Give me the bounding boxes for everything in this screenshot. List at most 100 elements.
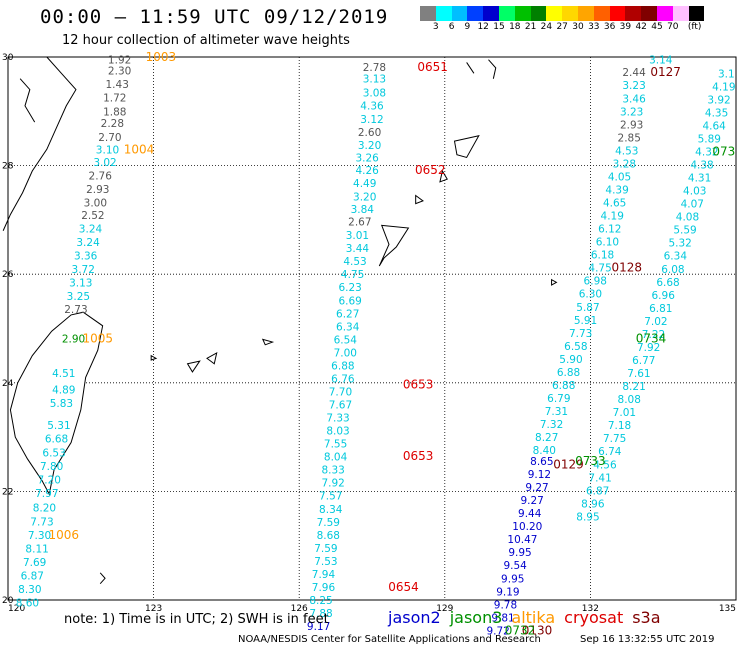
swh-value: 7.59 <box>317 517 340 529</box>
swh-value: 4.39 <box>605 184 628 196</box>
colorbar-swatch <box>546 6 563 21</box>
swh-value: 3.13 <box>69 277 92 289</box>
swh-value: 3.23 <box>620 106 643 118</box>
swh-value: 1.92 <box>108 55 131 67</box>
swh-value: 7.92 <box>321 478 344 490</box>
swh-value: 1.43 <box>106 79 129 91</box>
swh-value: 2.70 <box>98 132 121 144</box>
swh-value: 6.98 <box>584 276 607 288</box>
swh-value: 6.87 <box>21 571 44 583</box>
colorbar-swatch <box>625 6 642 21</box>
swh-value: 6.96 <box>652 290 676 302</box>
swh-value: 3.24 <box>79 224 103 236</box>
swh-value: 7.02 <box>644 316 667 328</box>
swh-value: 8.34 <box>319 504 343 516</box>
colorbar-label: 36 <box>603 22 616 32</box>
lon-tick-label: 135 <box>719 604 736 614</box>
swh-value: 7.31 <box>545 406 568 418</box>
swh-value: 2.67 <box>348 217 371 229</box>
island-coast <box>466 62 475 74</box>
pass-label: 0129 <box>553 457 584 471</box>
swh-value: 6.87 <box>586 485 609 497</box>
swh-value: 9.78 <box>494 599 517 611</box>
swh-value: 9.12 <box>528 469 551 481</box>
lon-tick-label: 132 <box>582 604 599 614</box>
swh-value: 6.77 <box>632 355 655 367</box>
swh-value: 5.59 <box>673 225 696 237</box>
miyako-coast <box>261 338 275 346</box>
colorbar-swatch <box>562 6 578 21</box>
swh-value: 3.46 <box>622 93 646 105</box>
map-grid <box>7 56 737 601</box>
footer-timestamp: Sep 16 13:32:55 UTC 2019 <box>580 634 715 645</box>
swh-value: 5.32 <box>668 238 691 250</box>
lat-tick-label: 28 <box>2 162 14 172</box>
swh-value: 2.73 <box>64 304 87 316</box>
swh-value: 4.49 <box>353 178 376 190</box>
pass-label: 1003 <box>146 50 177 64</box>
colorbar-label: (ft) <box>687 22 702 32</box>
swh-value: 9.95 <box>508 547 531 559</box>
swh-value: 6.88 <box>331 360 354 372</box>
colorbar-swatch <box>435 6 452 21</box>
colorbar-swatch <box>577 6 594 21</box>
swh-value: 8.27 <box>535 432 558 444</box>
swh-value: 6.12 <box>598 224 621 236</box>
swh-value: 7.32 <box>540 419 563 431</box>
swh-value: 8.95 <box>576 511 599 523</box>
swh-value: 3.36 <box>74 251 98 263</box>
colorbar-swatch <box>656 6 673 21</box>
lon-tick-label: 129 <box>436 604 453 614</box>
swh-value: 7.18 <box>608 420 631 432</box>
pass-label: 0652 <box>415 163 446 177</box>
swh-value: 3.44 <box>346 243 370 255</box>
colorbar-label: 9 <box>464 22 471 32</box>
colorbar-swatch <box>609 6 626 21</box>
swh-value: 9.27 <box>520 495 543 507</box>
pass-label: 1004 <box>124 142 155 156</box>
swh-value: 7.88 <box>309 608 332 620</box>
island-coast <box>415 194 424 205</box>
colorbar-swatch <box>483 6 499 21</box>
swh-value: 6.81 <box>649 303 672 315</box>
swh-value: 3.12 <box>360 114 383 126</box>
pass-label: 0127 <box>650 65 681 79</box>
pass-label: 0651 <box>417 60 448 74</box>
pass-label: 0734 <box>636 331 667 345</box>
lat-tick-label: 26 <box>2 270 14 280</box>
swh-value: 3.72 <box>72 264 95 276</box>
yonaguni-coast <box>150 354 158 361</box>
swh-value: 7.75 <box>603 433 626 445</box>
colorbar-swatch <box>688 6 705 21</box>
swh-value: 3.20 <box>353 192 376 204</box>
swh-value: 2.78 <box>363 62 386 74</box>
swh-value: 6.23 <box>338 282 361 294</box>
colorbar-label: 21 <box>524 22 537 32</box>
swh-value: 4.64 <box>702 120 726 132</box>
swh-value: 9.72 <box>486 625 509 637</box>
swh-value: 8.33 <box>321 465 344 477</box>
pass-label: 1006 <box>49 528 80 542</box>
swh-value: 5.89 <box>698 133 721 145</box>
swh-value: 7.97 <box>35 488 58 500</box>
swh-value: 7.70 <box>329 386 352 398</box>
colorbar-swatch <box>467 6 484 21</box>
swh-value: 6.54 <box>334 334 358 346</box>
satellite-legend: jason2 jason3 altika cryosat s3a <box>388 608 670 627</box>
island-coast <box>488 59 497 79</box>
colorbar <box>420 6 705 21</box>
colorbar-label: 24 <box>540 22 553 32</box>
swh-value: 7.96 <box>312 582 336 594</box>
colorbar-label: 42 <box>635 22 647 32</box>
swh-value: 2.44 <box>622 67 646 79</box>
swh-value: 7.01 <box>613 407 636 419</box>
swh-value: 3.00 <box>84 198 107 210</box>
swh-value: 4.05 <box>608 171 631 183</box>
swh-value: 6.30 <box>579 289 602 301</box>
colorbar-swatch <box>641 6 657 21</box>
swh-value: 2.76 <box>89 170 113 182</box>
swh-value: 8.08 <box>618 394 641 406</box>
iriomote-coast <box>186 360 201 373</box>
colorbar-swatch <box>530 6 547 21</box>
